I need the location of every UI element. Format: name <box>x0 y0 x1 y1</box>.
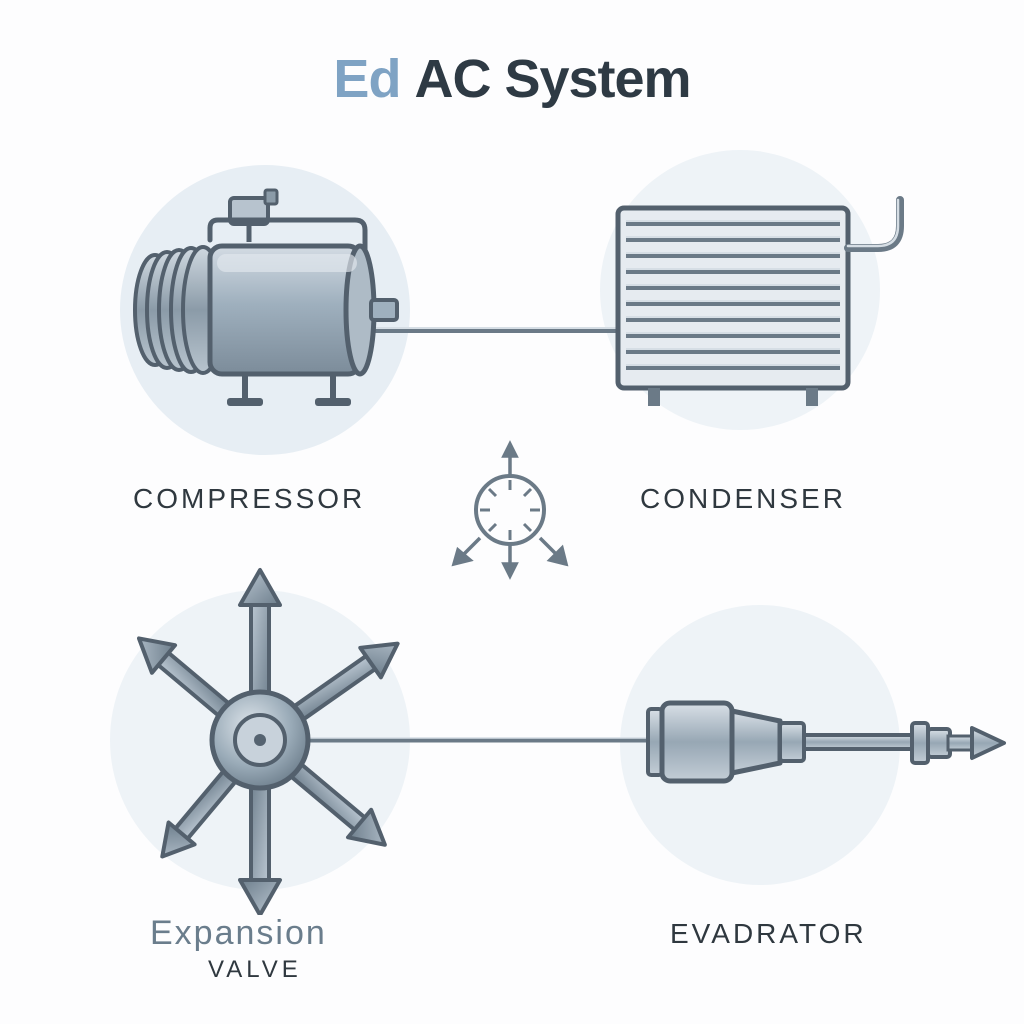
page-title: Ed AC System <box>0 48 1024 110</box>
condenser-label: CONDENSER <box>640 483 846 515</box>
diagram-canvas: Ed AC System <box>0 0 1024 1024</box>
compressor-icon <box>115 180 405 440</box>
title-main: AC System <box>414 49 690 109</box>
evaporator-icon <box>640 695 1010 790</box>
condenser-icon <box>608 188 928 418</box>
expansion-label-bottom: VALVE <box>208 956 302 984</box>
evaporator-label: EVADRATOR <box>670 918 867 950</box>
compressor-label: COMPRESSOR <box>133 483 365 515</box>
center-dial-icon <box>440 440 580 580</box>
expansion-valve-icon <box>80 555 440 915</box>
title-prefix: Ed <box>333 49 400 109</box>
expansion-label-top: Expansion <box>150 914 327 953</box>
